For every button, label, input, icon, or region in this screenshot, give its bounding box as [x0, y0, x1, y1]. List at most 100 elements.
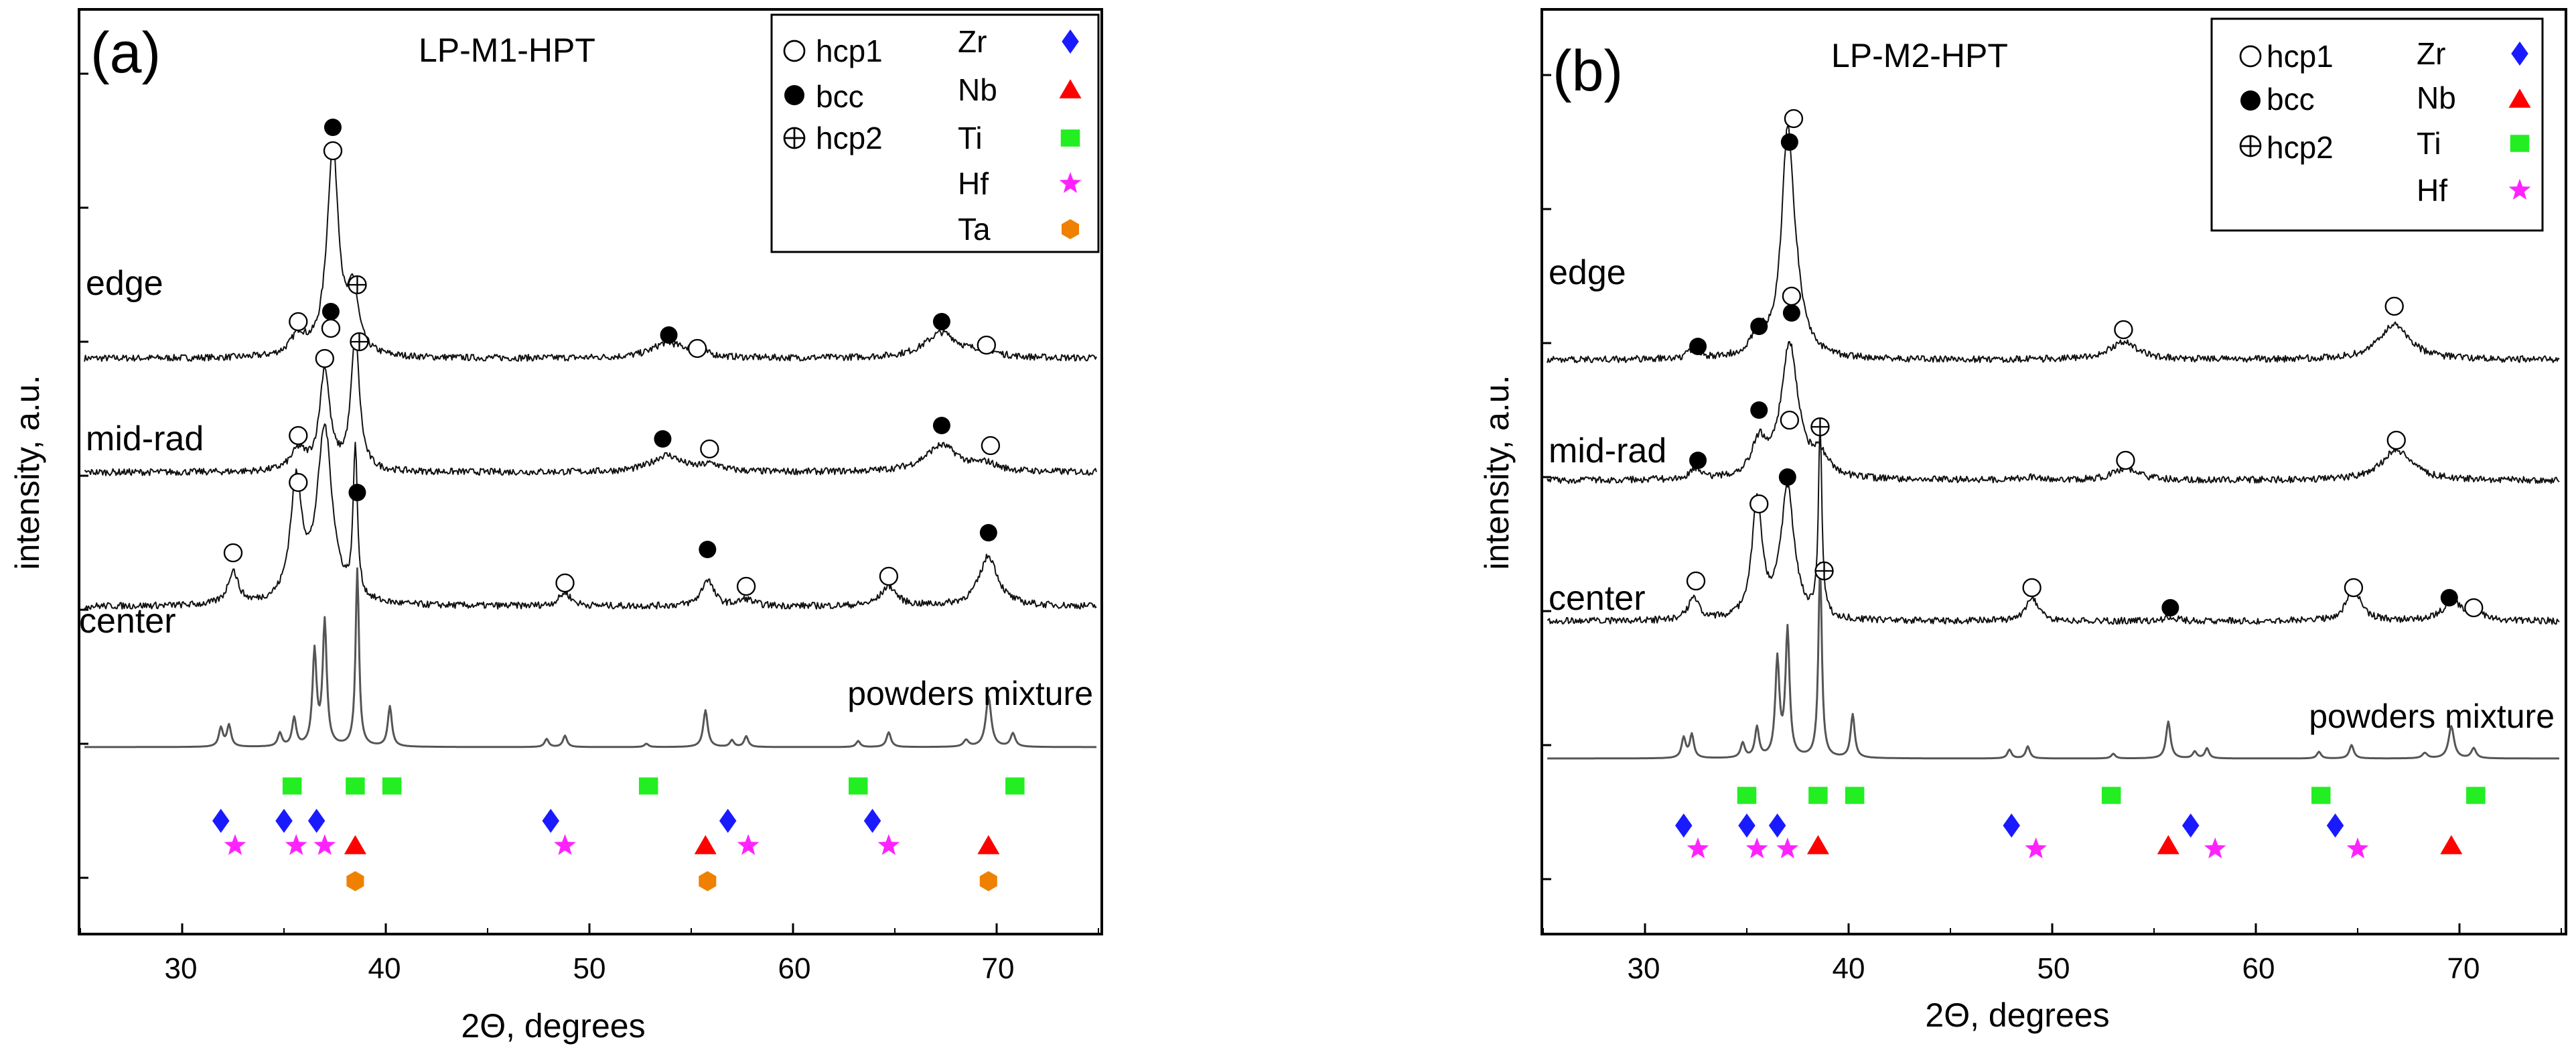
peak-marker-edge-filled-circle-4 — [660, 326, 678, 344]
phase-marker-zr-1 — [275, 809, 293, 833]
phase-marker-nb-0 — [1806, 835, 1829, 854]
panel-b-x-tick-40: 40 — [1833, 952, 1865, 985]
phase-marker-hf-0 — [1687, 837, 1709, 858]
phase-marker-ti-4 — [2311, 787, 2331, 804]
trace-edge — [1547, 123, 2560, 364]
phase-marker-hf-1 — [285, 834, 307, 855]
trace-mid-rad — [84, 335, 1097, 476]
peak-marker-center-filled-circle-2 — [1778, 468, 1796, 486]
panel-b-label: (b) — [1553, 39, 1623, 103]
peak-marker-center-open-circle-8 — [2464, 598, 2484, 618]
peak-marker-edge-crossed-circle-3 — [348, 275, 367, 295]
peak-marker-center-open-circle-3 — [555, 573, 575, 593]
peak-marker-edge-filled-circle-3 — [1780, 133, 1798, 151]
panel-b: (b) LP-M2-HPT hcp1 bcc hcp2 Zr Nb Ti Hf … — [1478, 8, 2567, 1034]
phase-marker-zr-5 — [2326, 813, 2344, 838]
phase-marker-ti-1 — [346, 777, 365, 795]
panel-b-curve-markers — [1686, 109, 2484, 618]
trace-mid-rad — [1547, 340, 2560, 484]
phase-marker-hf-3 — [2025, 837, 2048, 858]
peak-marker-edge-open-circle-6 — [2114, 320, 2133, 340]
panel-a-x-tick-30: 30 — [165, 952, 198, 985]
panel-b-series-label-center: center — [1549, 579, 1646, 618]
peak-marker-mid-rad-filled-circle-5 — [654, 430, 672, 448]
peak-marker-edge-filled-circle-1 — [324, 119, 342, 136]
peak-marker-center-filled-circle-5 — [2161, 599, 2179, 616]
panel-a-x-tick-40: 40 — [368, 952, 401, 985]
peak-marker-center-open-circle-1 — [289, 472, 308, 493]
phase-marker-hf-5 — [877, 834, 900, 855]
legend-symbol-hcp1 — [783, 40, 806, 62]
panel-a: (a) LP-M1-HPT hcp1 bcc hcp2 Zr Nb Ti Hf … — [9, 8, 1103, 1045]
legend-symbol-ti — [2510, 135, 2530, 152]
panel-b-series-label-powders: powders mixture — [2309, 698, 2555, 735]
panel-a-legend-ti: Ti — [958, 121, 983, 155]
panel-a-title: LP-M1-HPT — [419, 31, 595, 69]
peak-marker-mid-rad-open-circle-5 — [2386, 430, 2406, 450]
peak-marker-center-open-circle-1 — [1749, 494, 1769, 514]
phase-marker-ti-3 — [638, 777, 658, 795]
phase-marker-hf-0 — [224, 834, 246, 855]
trace-edge — [84, 143, 1097, 362]
peak-marker-edge-open-circle-7 — [2384, 296, 2404, 316]
peak-marker-edge-open-circle-2 — [323, 141, 343, 161]
panel-a-axis-ticks — [79, 72, 1099, 934]
panel-b-traces — [1547, 123, 2560, 760]
phase-marker-zr-2 — [307, 809, 326, 833]
legend-symbol-hcp1 — [2239, 45, 2262, 68]
panel-b-legend-zr: Zr — [2417, 36, 2445, 71]
legend-symbol-zr — [1062, 29, 1079, 54]
panel-a-legend-ta: Ta — [958, 212, 991, 247]
peak-marker-mid-rad-open-circle-3 — [315, 348, 334, 369]
phase-marker-ti-2 — [1845, 787, 1865, 804]
panel-a-legend-hcp2: hcp2 — [816, 121, 883, 155]
legend-symbol-bcc — [784, 85, 804, 105]
panel-a-legend-box — [770, 13, 1100, 253]
legend-symbol-nb — [2508, 88, 2531, 108]
phase-marker-nb-2 — [2440, 835, 2463, 854]
panel-a-legend-nb: Nb — [958, 72, 997, 107]
panel-a-legend-bcc: bcc — [816, 79, 864, 114]
legend-symbol-zr — [2511, 42, 2528, 66]
panel-a-x-tick-70: 70 — [982, 952, 1015, 985]
peak-marker-edge-filled-circle-0 — [1689, 338, 1707, 355]
phase-marker-zr-0 — [1675, 813, 1693, 838]
peak-marker-center-open-circle-6 — [879, 566, 899, 586]
phase-marker-zr-2 — [1768, 813, 1786, 838]
phase-marker-zr-0 — [212, 809, 230, 833]
phase-marker-ti-4 — [849, 777, 868, 795]
peak-marker-edge-filled-circle-5 — [1782, 304, 1800, 322]
panel-b-legend-ti: Ti — [2417, 126, 2441, 161]
legend-symbol-hf — [2508, 178, 2531, 200]
panel-a-series-label-edge: edge — [86, 264, 163, 303]
peak-marker-center-crossed-circle-3 — [1814, 561, 1834, 581]
phase-marker-zr-3 — [542, 809, 559, 833]
panel-b-series-label-edge: edge — [1549, 253, 1626, 292]
phase-marker-ta-2 — [979, 871, 997, 891]
panel-b-plot-frame — [1541, 8, 2567, 935]
panel-a-series-label-center: center — [79, 602, 176, 641]
phase-marker-zr-4 — [719, 809, 737, 833]
peak-marker-center-open-circle-4 — [2022, 578, 2042, 598]
panel-b-x-tick-70: 70 — [2447, 952, 2480, 985]
peak-marker-mid-rad-open-circle-2 — [1780, 410, 1800, 430]
phase-marker-nb-1 — [694, 835, 717, 854]
peak-marker-center-filled-circle-4 — [699, 541, 717, 558]
legend-symbol-hf — [1059, 172, 1082, 193]
panel-a-x-tick-50: 50 — [573, 952, 606, 985]
phase-marker-hf-4 — [2204, 837, 2226, 858]
panel-b-legend-nb: Nb — [2417, 80, 2456, 115]
legend-symbol-hcp2 — [2239, 135, 2262, 157]
peak-marker-mid-rad-open-circle-8 — [981, 436, 1001, 456]
trace-center — [84, 423, 1097, 610]
panel-b-y-axis-title: intensity, a.u. — [1478, 375, 1516, 570]
phase-marker-zr-1 — [1738, 813, 1756, 838]
peak-marker-edge-open-circle-4 — [1782, 286, 1802, 306]
phase-marker-ti-3 — [2101, 787, 2121, 804]
panel-b-x-tick-60: 60 — [2242, 952, 2275, 985]
peak-marker-mid-rad-open-circle-4 — [2116, 450, 2135, 470]
phase-marker-ti-5 — [1005, 777, 1025, 795]
phase-marker-hf-4 — [737, 834, 760, 855]
panel-a-curve-markers — [223, 119, 1001, 596]
